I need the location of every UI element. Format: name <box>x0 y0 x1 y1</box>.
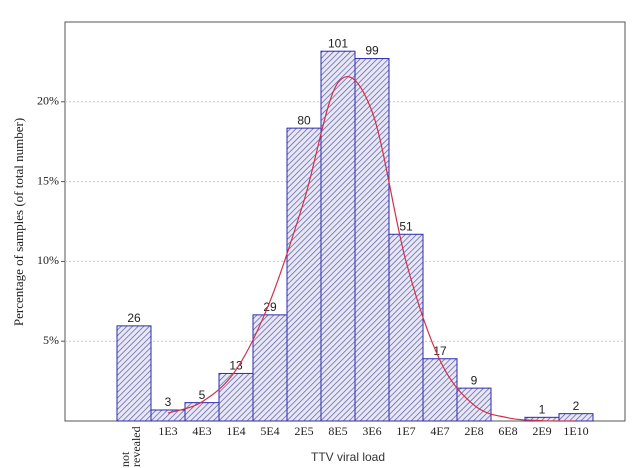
bar <box>116 325 152 422</box>
x-tick-label: 4E7 <box>430 424 450 438</box>
bar <box>150 409 186 422</box>
x-tick-label: 5E4 <box>260 424 280 438</box>
x-tick-label: not revealed <box>118 426 143 467</box>
y-axis-label: Percentage of samples (of total number) <box>11 118 26 326</box>
data-label: 26 <box>127 311 141 325</box>
x-tick-label: 2E9 <box>532 424 552 438</box>
x-tick-label: 1E4 <box>226 424 246 438</box>
bar <box>422 358 458 422</box>
x-tick-label: 3E6 <box>362 424 382 438</box>
data-label: 80 <box>297 113 311 127</box>
data-label: 99 <box>365 44 379 58</box>
bar <box>320 50 356 422</box>
data-label: 51 <box>399 219 413 233</box>
x-tick-label: 2E8 <box>464 424 484 438</box>
x-tick-label: 8E5 <box>328 424 348 438</box>
bar <box>286 127 322 422</box>
data-label: 5 <box>199 388 206 402</box>
data-label: 9 <box>471 373 478 387</box>
data-label: 3 <box>165 395 172 409</box>
x-axis-label: TTV viral load <box>311 450 385 464</box>
data-label: 2 <box>573 399 580 413</box>
bar <box>354 58 390 422</box>
bar <box>252 314 288 422</box>
bar <box>558 413 594 422</box>
y-tick-label: 15% <box>37 173 59 187</box>
data-label: 101 <box>328 36 348 50</box>
x-tick-label: 4E3 <box>192 424 212 438</box>
y-tick-label: 20% <box>37 94 59 108</box>
x-tick-label: 1E10 <box>563 424 589 438</box>
y-tick-label: 5% <box>43 333 59 347</box>
x-tick-label: 6E8 <box>498 424 518 438</box>
y-tick-label: 10% <box>37 253 59 267</box>
data-label: 13 <box>229 359 243 373</box>
x-tick-label: 2E5 <box>294 424 314 438</box>
bar <box>218 372 254 422</box>
fit-curve <box>167 76 577 422</box>
x-tick-label: 1E3 <box>158 424 178 438</box>
x-tick-label: 1E7 <box>396 424 416 438</box>
bar <box>388 233 424 422</box>
bar <box>184 402 220 422</box>
data-label: 1 <box>539 403 546 417</box>
